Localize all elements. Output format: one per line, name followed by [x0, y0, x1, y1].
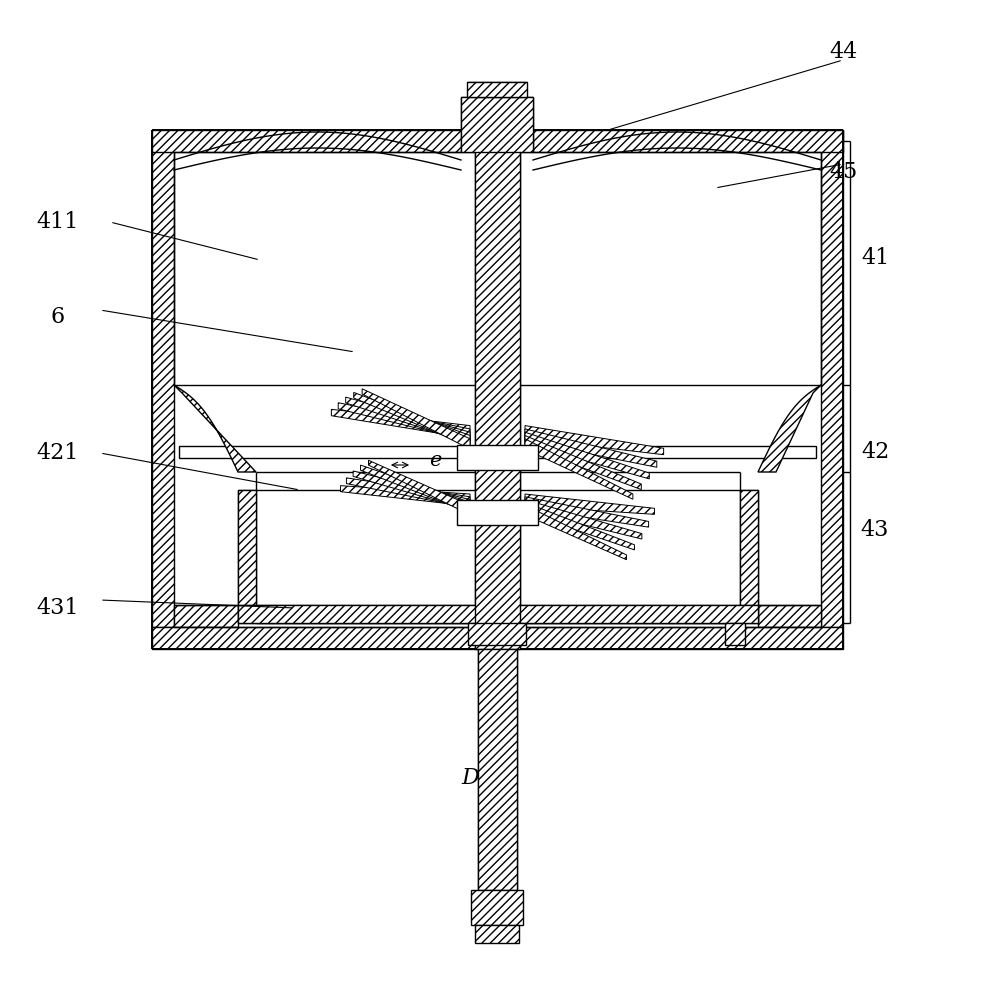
Polygon shape: [468, 623, 526, 645]
Polygon shape: [354, 392, 470, 446]
Polygon shape: [457, 500, 538, 525]
Polygon shape: [238, 490, 256, 605]
Polygon shape: [341, 486, 470, 506]
Polygon shape: [525, 439, 633, 499]
Text: e: e: [428, 450, 441, 470]
Text: 421: 421: [37, 442, 80, 464]
Polygon shape: [174, 605, 238, 627]
Polygon shape: [525, 429, 657, 467]
Text: 6: 6: [51, 306, 65, 328]
Polygon shape: [475, 130, 520, 649]
Polygon shape: [821, 130, 843, 627]
Polygon shape: [758, 605, 821, 627]
Polygon shape: [179, 446, 816, 458]
Polygon shape: [525, 436, 641, 490]
Polygon shape: [525, 426, 664, 455]
Polygon shape: [353, 471, 470, 510]
Polygon shape: [338, 403, 470, 441]
Polygon shape: [457, 445, 538, 470]
Polygon shape: [525, 432, 649, 479]
Polygon shape: [478, 649, 517, 890]
Polygon shape: [758, 385, 821, 472]
Polygon shape: [525, 500, 642, 539]
Polygon shape: [346, 397, 470, 444]
Text: 41: 41: [861, 247, 889, 269]
Polygon shape: [525, 505, 626, 560]
Polygon shape: [525, 502, 634, 550]
Polygon shape: [369, 460, 470, 515]
Polygon shape: [525, 497, 649, 527]
Polygon shape: [361, 465, 470, 513]
Polygon shape: [174, 385, 256, 472]
Text: 43: 43: [861, 519, 890, 541]
Text: D: D: [461, 767, 479, 789]
Polygon shape: [725, 623, 745, 645]
Polygon shape: [475, 925, 519, 943]
Text: 431: 431: [37, 597, 80, 619]
Polygon shape: [152, 130, 174, 627]
Polygon shape: [740, 490, 758, 605]
Text: 42: 42: [861, 441, 889, 463]
Polygon shape: [152, 627, 843, 649]
Polygon shape: [331, 409, 470, 438]
Text: 45: 45: [829, 161, 857, 183]
Polygon shape: [238, 605, 758, 623]
Polygon shape: [152, 130, 843, 152]
Polygon shape: [467, 82, 527, 97]
Polygon shape: [461, 97, 533, 152]
Text: 411: 411: [37, 211, 80, 233]
Polygon shape: [362, 389, 470, 449]
Polygon shape: [471, 890, 523, 925]
Polygon shape: [346, 478, 470, 508]
Text: 44: 44: [829, 41, 857, 63]
Polygon shape: [525, 494, 654, 514]
